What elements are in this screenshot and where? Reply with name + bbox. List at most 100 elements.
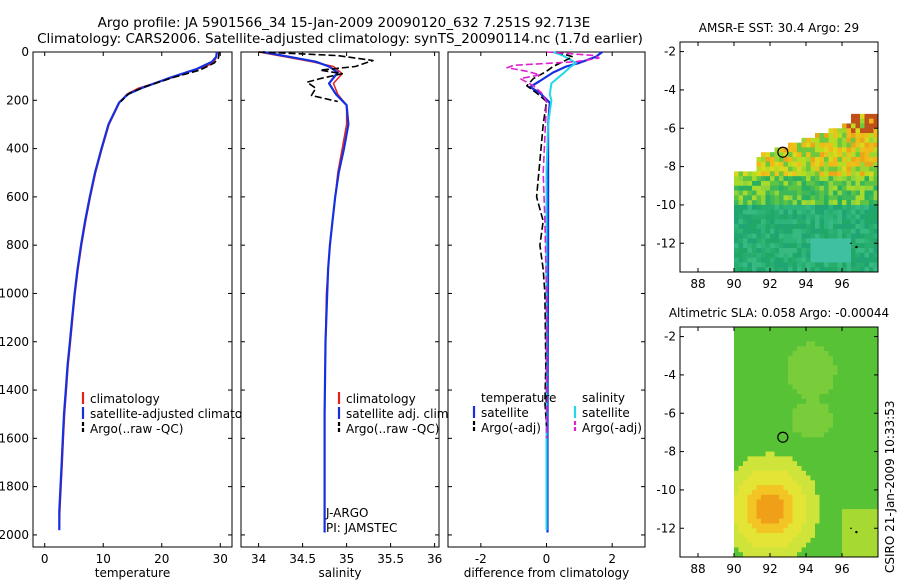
amsr-sst-map-cell [770, 238, 775, 244]
amsr-sst-map-cell [851, 200, 856, 206]
altimetric-sla-map-cell [779, 533, 784, 539]
amsr-sst-map-cell [869, 171, 874, 177]
amsr-sst-map-cell [869, 180, 874, 187]
amsr-sst-map-cell [810, 166, 816, 172]
amsr-sst-map-cell [779, 185, 784, 191]
altimetric-sla-map-cell [819, 465, 825, 472]
altimetric-sla-map-cell [819, 533, 825, 539]
altimetric-sla-map-cell [752, 456, 757, 462]
amsr-sst-map-cell [801, 209, 807, 215]
altimetric-sla-map-cell [815, 432, 820, 438]
altimetric-sla-map-cell [743, 355, 748, 361]
amsr-sst-map-cell [869, 142, 874, 148]
amsr-sst-map-cell [765, 252, 771, 259]
amsr-sst-map-cell [797, 224, 802, 230]
amsr-sst-map-cell [761, 180, 766, 187]
altimetric-sla-map-cell [792, 451, 798, 457]
altimetric-sla-map-cell [855, 494, 861, 500]
altimetric-sla-map-cell [846, 523, 852, 529]
amsr-sst-map-cell [792, 248, 798, 254]
altimetric-sla-map-cell [864, 379, 870, 385]
altimetric-sla-map-cell [783, 336, 789, 342]
amsr-sst-map-cell [765, 185, 771, 191]
altimetric-sla-map-cell [851, 542, 856, 548]
altimetric-sla-map-cell [819, 518, 825, 524]
amsr-sst-map-cell [860, 200, 865, 206]
altimetric-sla-map-cell [756, 422, 762, 429]
altimetric-sla-map-cell [801, 528, 807, 534]
altimetric-sla-map-cell [810, 504, 816, 510]
difference-legend-0-0-label: satellite [481, 406, 529, 420]
altimetric-sla-map-cell [801, 446, 807, 452]
altimetric-sla-map-cell [873, 470, 879, 476]
altimetric-sla-map-cell [846, 494, 852, 500]
altimetric-sla-map-cell [747, 346, 753, 352]
altimetric-sla-map-cell [842, 547, 847, 553]
amsr-sst-map-cell [873, 248, 879, 254]
altimetric-sla-map-cell [860, 528, 865, 534]
altimetric-sla-map-cell [734, 432, 739, 438]
amsr-sst-map-cell [828, 195, 834, 201]
altimetric-sla-map-cell [752, 413, 757, 419]
amsr-sst-map-cell [855, 195, 861, 201]
amsr-sst-map-cell [833, 224, 838, 230]
altimetric-sla-map-cell [747, 422, 753, 429]
amsr-sst-map-cell [792, 161, 798, 167]
altimetric-sla-map-cell [819, 537, 825, 544]
altimetric-sla-map-cell [738, 384, 744, 390]
altimetric-sla-map-cell [855, 331, 861, 337]
altimetric-sla-map-cell [801, 331, 807, 337]
amsr-sst-map-cell [788, 224, 793, 230]
amsr-sst-map-cell [842, 219, 847, 225]
altimetric-sla-map-cell [770, 533, 775, 539]
amsr-sst-map-cell [734, 200, 739, 206]
altimetric-sla-map-cell [846, 504, 852, 510]
amsr-sst-map-cell [743, 243, 748, 249]
altimetric-sla-map-cell [738, 413, 744, 419]
altimetric-sla-map-cell [869, 451, 874, 457]
altimetric-sla-map-cell [819, 379, 825, 385]
altimetric-sla-map-cell [806, 504, 811, 510]
altimetric-sla-map-cell [824, 422, 829, 429]
amsr-sst-map-cell [774, 214, 780, 220]
amsr-sst-map-cell [869, 157, 874, 163]
amsr-sst-map-cell [860, 257, 865, 263]
altimetric-sla-map-cell [770, 331, 775, 337]
altimetric-sla-map-cell [860, 403, 865, 409]
amsr-sst-map-cell [819, 204, 825, 211]
altimetric-sla-map-cell [810, 446, 816, 452]
altimetric-sla-map-cell [846, 327, 852, 333]
altimetric-sla-map-cell [779, 331, 784, 337]
altimetric-sla-map-cell [756, 418, 762, 424]
altimetric-sla-map-cell [756, 394, 762, 400]
altimetric-sla-map-cell [797, 528, 802, 534]
amsr-sst-map-cell [770, 219, 775, 225]
altimetric-sla-map-cell [801, 432, 807, 438]
altimetric-sla-map-cell [806, 542, 811, 548]
amsr-sst-map-cell [815, 228, 820, 235]
amsr-sst-map-cell [824, 195, 829, 201]
altimetric-sla-map-cell [752, 442, 757, 448]
altimetric-sla-map-cell [806, 461, 811, 467]
amsr-sst-map-cell [842, 185, 847, 191]
altimetric-sla-map-cell [851, 360, 856, 366]
amsr-sst-map-cell [788, 171, 793, 177]
amsr-sst-map-cell [860, 238, 865, 244]
altimetric-sla-map-cell [734, 327, 739, 333]
altimetric-sla-map-cell [801, 389, 807, 395]
altimetric-sla-map-cell [824, 513, 829, 520]
altimetric-sla-map-cell [864, 346, 870, 352]
altimetric-sla-map-cell [842, 485, 847, 491]
altimetric-sla-map-cell [806, 499, 811, 505]
altimetric-sla-map-cell [774, 418, 780, 424]
altimetric-sla-map-cell [837, 379, 843, 385]
amsr-sst-map-cell [855, 248, 861, 254]
amsr-sst-map-cell [797, 142, 802, 148]
amsr-sst-map-cell [860, 233, 865, 239]
altimetric-sla-map-cell [810, 384, 816, 390]
altimetric-sla-map-cell [819, 461, 825, 467]
amsr-sst-map-cell [828, 133, 834, 139]
altimetric-sla-map-cell [833, 327, 838, 333]
altimetric-sla-map-cell [855, 355, 861, 361]
amsr-sst-map-cell [806, 152, 811, 158]
